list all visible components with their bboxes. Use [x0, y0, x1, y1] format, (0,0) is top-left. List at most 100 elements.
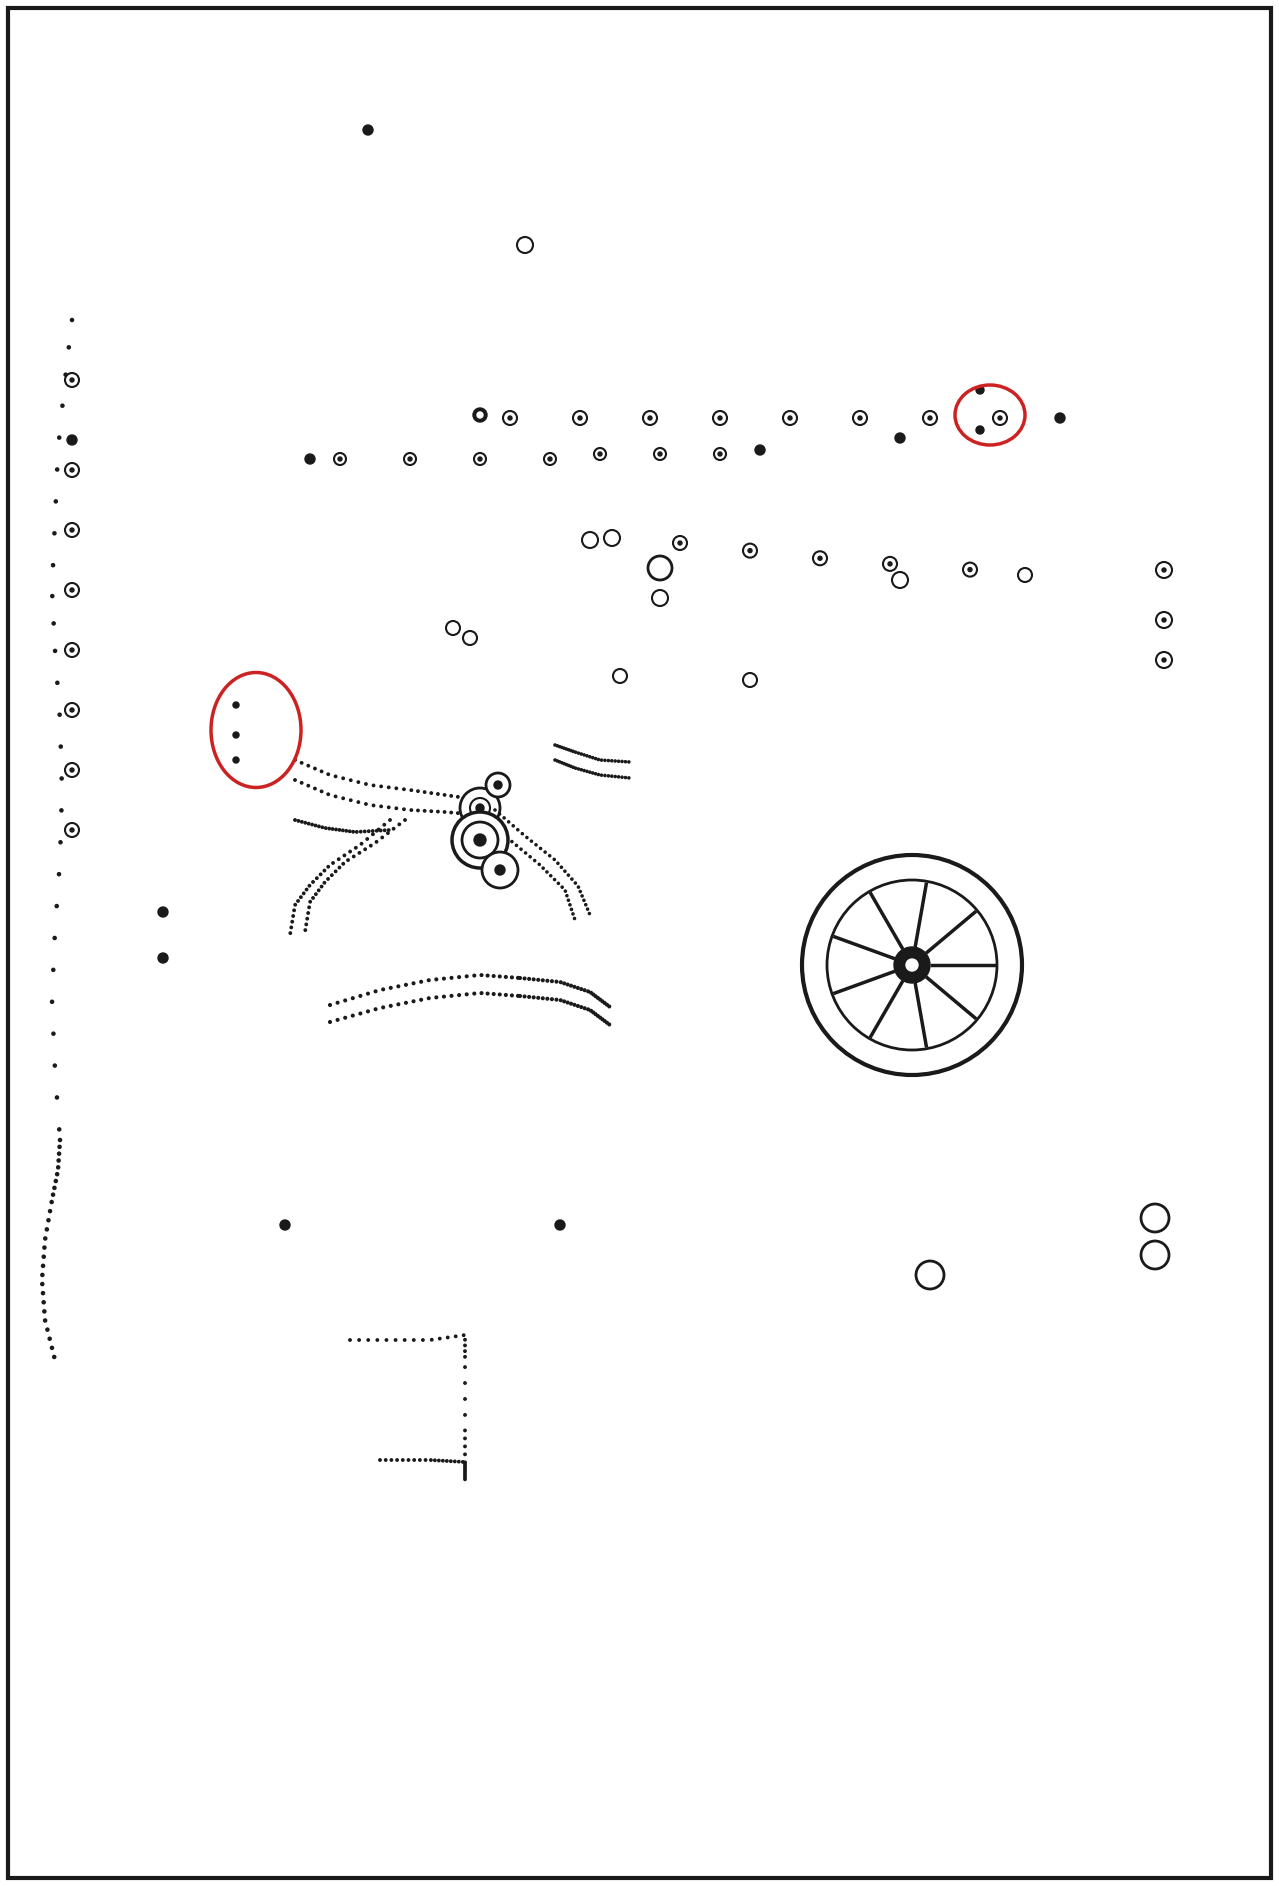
- Circle shape: [963, 562, 977, 577]
- Circle shape: [65, 583, 79, 598]
- Text: 110: 110: [297, 74, 324, 87]
- Circle shape: [42, 1311, 46, 1313]
- Bar: [228, 705, 246, 730]
- Circle shape: [404, 453, 416, 466]
- Circle shape: [618, 775, 620, 777]
- Circle shape: [563, 762, 565, 764]
- Circle shape: [304, 930, 307, 932]
- Circle shape: [1145, 1245, 1165, 1266]
- Circle shape: [478, 815, 481, 817]
- Circle shape: [45, 1228, 49, 1232]
- Circle shape: [499, 975, 501, 977]
- Circle shape: [58, 1145, 61, 1149]
- Circle shape: [583, 769, 586, 771]
- Text: 70: 70: [568, 1335, 586, 1348]
- Circle shape: [55, 1173, 59, 1175]
- Circle shape: [464, 1345, 467, 1347]
- Circle shape: [503, 411, 517, 424]
- Circle shape: [60, 809, 63, 813]
- Circle shape: [380, 785, 382, 788]
- Circle shape: [389, 819, 391, 820]
- Circle shape: [352, 1015, 354, 1017]
- Circle shape: [464, 1365, 467, 1367]
- Circle shape: [58, 1158, 60, 1162]
- Text: 113: 113: [999, 558, 1024, 570]
- Circle shape: [718, 417, 723, 421]
- Text: 112: 112: [448, 1347, 475, 1360]
- Circle shape: [445, 1460, 448, 1462]
- Circle shape: [1156, 611, 1172, 628]
- Circle shape: [586, 754, 588, 756]
- Circle shape: [614, 760, 616, 762]
- Circle shape: [65, 373, 79, 387]
- Circle shape: [528, 996, 531, 998]
- Circle shape: [802, 854, 1022, 1075]
- Circle shape: [334, 796, 336, 798]
- Circle shape: [643, 411, 657, 424]
- Circle shape: [463, 632, 477, 645]
- Circle shape: [70, 528, 74, 532]
- Circle shape: [454, 1460, 457, 1464]
- Circle shape: [510, 977, 513, 979]
- Text: 97: 97: [939, 781, 957, 794]
- Circle shape: [592, 756, 593, 758]
- Circle shape: [396, 1458, 398, 1462]
- Text: 112: 112: [59, 488, 86, 502]
- Text: 93: 93: [803, 892, 821, 905]
- Circle shape: [280, 1220, 290, 1230]
- Text: 100: 100: [953, 856, 980, 868]
- Circle shape: [450, 994, 453, 998]
- Circle shape: [522, 832, 523, 835]
- Circle shape: [65, 522, 79, 538]
- Circle shape: [998, 417, 1001, 421]
- Circle shape: [54, 500, 58, 504]
- Circle shape: [348, 830, 350, 832]
- Text: 77: 77: [669, 502, 687, 515]
- Circle shape: [657, 453, 663, 456]
- Circle shape: [573, 1003, 576, 1005]
- Text: 7: 7: [266, 1226, 275, 1239]
- Text: 112: 112: [59, 771, 86, 785]
- Circle shape: [464, 1462, 467, 1464]
- Circle shape: [357, 802, 359, 803]
- Circle shape: [1163, 568, 1166, 571]
- Text: 53: 53: [606, 534, 624, 547]
- Circle shape: [550, 981, 554, 983]
- Circle shape: [59, 745, 63, 749]
- Circle shape: [51, 594, 54, 598]
- Circle shape: [404, 819, 407, 820]
- Circle shape: [417, 809, 420, 811]
- Circle shape: [297, 900, 299, 902]
- Circle shape: [495, 866, 505, 875]
- Circle shape: [344, 1000, 347, 1001]
- Circle shape: [906, 958, 918, 971]
- Circle shape: [327, 792, 330, 796]
- Circle shape: [411, 788, 413, 792]
- Circle shape: [475, 834, 486, 847]
- Circle shape: [568, 873, 569, 877]
- Circle shape: [430, 1460, 432, 1462]
- Text: 86: 86: [714, 566, 730, 579]
- Text: 85: 85: [944, 662, 961, 675]
- Text: 112: 112: [517, 432, 544, 445]
- Circle shape: [50, 1201, 54, 1203]
- Circle shape: [329, 1003, 331, 1007]
- Circle shape: [592, 771, 593, 773]
- Circle shape: [52, 1032, 55, 1035]
- Circle shape: [888, 562, 891, 566]
- Circle shape: [895, 434, 906, 443]
- Circle shape: [608, 775, 609, 777]
- Circle shape: [613, 670, 627, 683]
- Text: 74: 74: [237, 1292, 255, 1305]
- Circle shape: [556, 745, 559, 747]
- Circle shape: [359, 994, 362, 998]
- Circle shape: [563, 747, 565, 749]
- Circle shape: [454, 1335, 457, 1337]
- Circle shape: [380, 805, 382, 807]
- Circle shape: [475, 453, 486, 466]
- Text: 112: 112: [501, 1224, 528, 1237]
- Circle shape: [367, 830, 370, 832]
- Text: 16: 16: [240, 841, 257, 854]
- Circle shape: [573, 411, 587, 424]
- Circle shape: [583, 900, 585, 902]
